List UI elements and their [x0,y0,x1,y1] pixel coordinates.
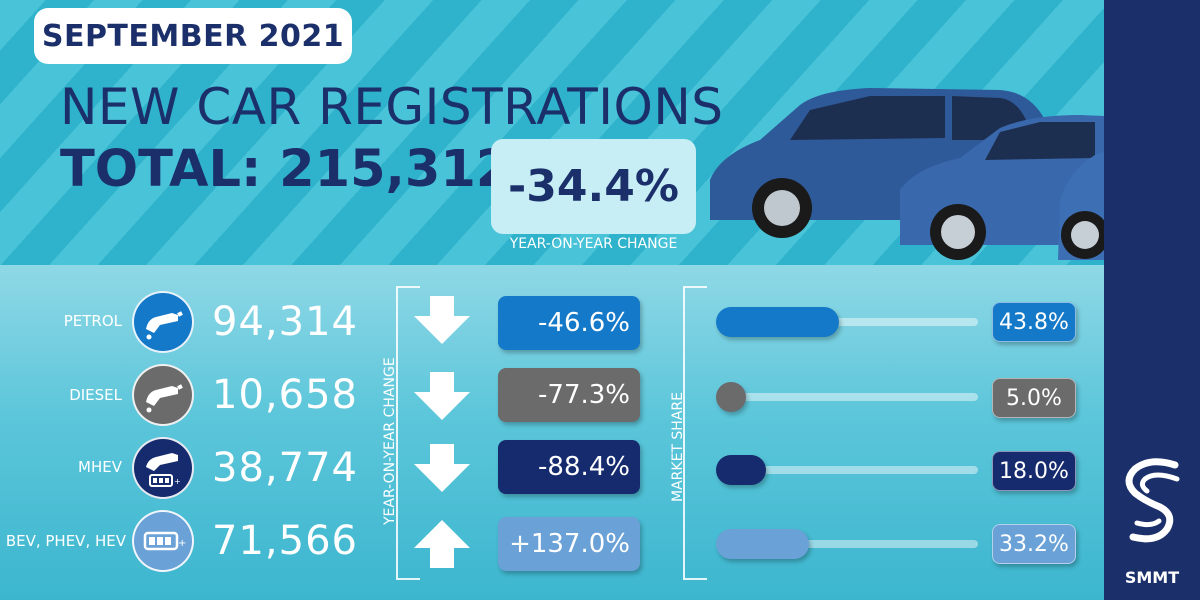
total-yoy-caption: YEAR-ON-YEAR CHANGE [509,236,678,252]
svg-text:+: + [178,538,186,549]
share-badge-mhev: 18.0% [992,451,1076,491]
date-badge: SEPTEMBER 2021 [34,8,352,64]
smmt-logo-text: SMMT [1124,568,1180,587]
row-label-diesel: DIESEL [69,386,122,404]
count-diesel: 10,658 [212,372,358,418]
down-arrow-icon [414,444,470,492]
change-value: +137.0% [509,529,630,559]
fuel-pump-battery-icon: + [132,437,194,499]
share-section-label: MARKET SHARE [670,392,686,502]
share-value: 43.8% [999,309,1069,335]
share-value: 33.2% [999,531,1069,557]
battery-icon: + [132,510,194,572]
share-bracket [683,286,707,580]
change-value: -77.3% [538,380,630,410]
change-value: -88.4% [538,452,630,482]
smmt-logo-icon [1125,458,1180,543]
total-yoy-value: -34.4% [508,161,679,212]
yoy-bracket [396,286,420,580]
share-value: 5.0% [1006,385,1062,411]
count-petrol: 94,314 [212,299,358,345]
date-label: SEPTEMBER 2021 [41,18,345,54]
change-badge-petrol: -46.6% [498,296,640,350]
down-arrow-icon [414,296,470,344]
change-badge-diesel: -77.3% [498,368,640,422]
count-mhev: 38,774 [212,445,358,491]
total-registrations: TOTAL: 215,312 [60,140,512,199]
car-icon [1058,152,1104,260]
fuel-pump-icon [132,291,194,353]
page-title: NEW CAR REGISTRATIONS [60,78,724,136]
car-icon [900,115,1104,260]
share-track [716,318,978,326]
change-badge-mhev: -88.4% [498,440,640,494]
share-badge-bev: 33.2% [992,524,1076,564]
share-track [716,393,978,401]
total-yoy-badge: -34.4% [491,139,696,234]
fuel-pump-icon [132,364,194,426]
count-bev: 71,566 [212,518,358,564]
share-value: 18.0% [999,458,1069,484]
up-arrow-icon [414,520,470,568]
svg-text:+: + [174,477,181,486]
share-badge-diesel: 5.0% [992,378,1076,418]
down-arrow-icon [414,372,470,420]
share-badge-petrol: 43.8% [992,302,1076,342]
change-value: -46.6% [538,308,630,338]
share-bar-mhev [716,455,767,485]
row-label-mhev: MHEV [78,458,122,476]
cars-illustration [710,88,1104,260]
row-label-petrol: PETROL [63,312,122,330]
share-track [716,540,978,548]
yoy-section-label: YEAR-ON-YEAR CHANGE [382,357,398,525]
row-label-bev: BEV, PHEV, HEV [5,532,126,550]
share-bar-diesel [716,382,746,412]
share-bar-petrol [716,307,839,337]
share-track [716,466,978,474]
share-bar-bev [716,529,809,559]
change-badge-bev: +137.0% [498,517,640,571]
